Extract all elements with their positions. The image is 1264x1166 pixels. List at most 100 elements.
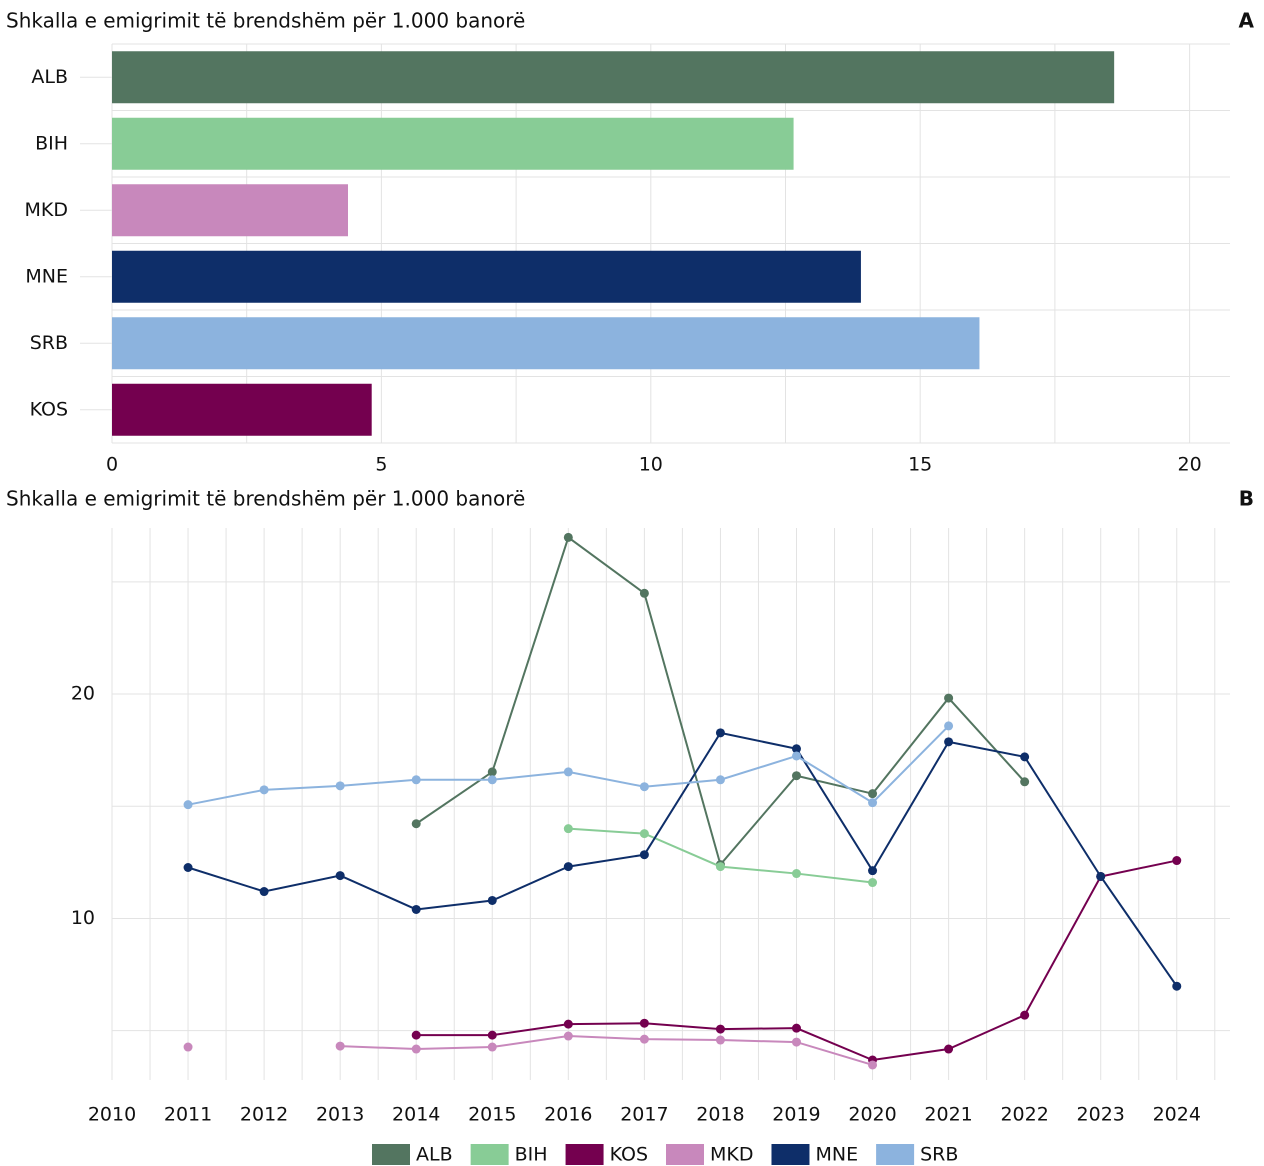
- data-point: [1020, 777, 1030, 787]
- data-point: [183, 863, 193, 873]
- data-point: [335, 871, 345, 881]
- y-tick-label: 10: [71, 907, 95, 929]
- x-tick-label: 2015: [468, 1104, 516, 1126]
- data-point: [487, 767, 497, 777]
- data-point: [715, 862, 725, 872]
- data-point: [639, 850, 649, 860]
- legend-swatch: [372, 1144, 410, 1165]
- y-tick-label: KOS: [30, 398, 68, 420]
- y-tick-label: BIH: [35, 132, 68, 154]
- data-point: [868, 878, 878, 888]
- legend-swatch: [771, 1144, 810, 1165]
- legend-label: MNE: [815, 1144, 858, 1166]
- y-tick-label: MNE: [25, 265, 68, 287]
- x-tick-label: 2018: [696, 1104, 744, 1126]
- x-tick-label: 15: [908, 454, 932, 476]
- data-point: [639, 1018, 649, 1028]
- data-point: [715, 728, 725, 738]
- data-point: [1096, 871, 1106, 881]
- data-point: [791, 1037, 801, 1047]
- data-point: [944, 737, 954, 747]
- data-point: [487, 1042, 497, 1052]
- data-point: [411, 1044, 421, 1054]
- data-point: [639, 782, 649, 792]
- y-tick-label: MKD: [25, 199, 68, 221]
- data-point: [563, 1031, 573, 1041]
- data-point: [715, 1024, 725, 1034]
- x-tick-label: 2012: [240, 1104, 288, 1126]
- data-point: [791, 744, 801, 754]
- data-point: [259, 887, 269, 897]
- legend-swatch: [470, 1144, 509, 1165]
- data-point: [183, 1042, 193, 1052]
- chart-title: Shkalla e emigrimit të brendshëm për 1.0…: [6, 487, 525, 511]
- data-point: [868, 866, 878, 876]
- x-tick-label: 2020: [848, 1104, 896, 1126]
- data-point: [487, 895, 497, 905]
- legend-swatch: [666, 1144, 704, 1165]
- data-point: [791, 751, 801, 761]
- x-tick-label: 2014: [392, 1104, 440, 1126]
- legend-label: SRB: [920, 1144, 958, 1166]
- data-point: [944, 1044, 954, 1054]
- x-tick-label: 2010: [88, 1104, 136, 1126]
- data-point: [868, 1060, 878, 1070]
- legend-swatch: [565, 1144, 604, 1165]
- data-point: [259, 785, 269, 795]
- y-tick-label: 20: [71, 683, 95, 705]
- data-point: [944, 721, 954, 731]
- data-point: [563, 532, 573, 542]
- data-point: [1020, 752, 1030, 762]
- data-point: [411, 819, 421, 829]
- bar: [112, 250, 861, 303]
- x-tick-label: 2011: [164, 1104, 212, 1126]
- x-tick-label: 5: [375, 454, 387, 476]
- y-tick-label: SRB: [30, 332, 68, 354]
- bar: [112, 117, 794, 170]
- data-point: [791, 869, 801, 879]
- data-point: [411, 1030, 421, 1040]
- data-point: [563, 824, 573, 834]
- x-tick-label: 2022: [1000, 1104, 1048, 1126]
- legend-label: BIH: [515, 1144, 548, 1166]
- x-tick-label: 2017: [620, 1104, 668, 1126]
- data-point: [563, 862, 573, 872]
- panel-label: B: [1239, 487, 1254, 511]
- x-tick-label: 20: [1177, 454, 1201, 476]
- data-point: [563, 1019, 573, 1029]
- legend-label: ALB: [416, 1144, 453, 1166]
- data-point: [487, 1030, 497, 1040]
- x-tick-label: 2013: [316, 1104, 364, 1126]
- x-tick-label: 2021: [924, 1104, 972, 1126]
- x-tick-label: 2023: [1077, 1104, 1125, 1126]
- data-point: [715, 775, 725, 785]
- data-point: [411, 775, 421, 785]
- x-tick-label: 0: [106, 454, 118, 476]
- data-point: [1020, 1010, 1030, 1020]
- data-point: [1172, 856, 1182, 866]
- data-point: [639, 588, 649, 598]
- x-tick-label: 2019: [772, 1104, 820, 1126]
- series-line: [340, 1035, 873, 1066]
- data-point: [335, 1041, 345, 1051]
- data-point: [791, 1023, 801, 1033]
- data-point: [944, 693, 954, 703]
- data-point: [715, 1035, 725, 1045]
- x-tick-label: 2016: [544, 1104, 592, 1126]
- bar: [112, 184, 348, 237]
- legend-label: MKD: [710, 1144, 753, 1166]
- data-point: [563, 767, 573, 777]
- bar: [112, 51, 1115, 104]
- data-point: [183, 800, 193, 810]
- data-point: [639, 829, 649, 839]
- data-point: [791, 771, 801, 781]
- bar: [112, 317, 980, 370]
- x-tick-label: 10: [639, 454, 663, 476]
- panel-label: A: [1239, 9, 1255, 33]
- data-point: [868, 798, 878, 808]
- chart-title: Shkalla e emigrimit të brendshëm për 1.0…: [6, 9, 525, 33]
- data-point: [411, 904, 421, 914]
- bar: [112, 383, 372, 436]
- data-point: [1172, 981, 1182, 991]
